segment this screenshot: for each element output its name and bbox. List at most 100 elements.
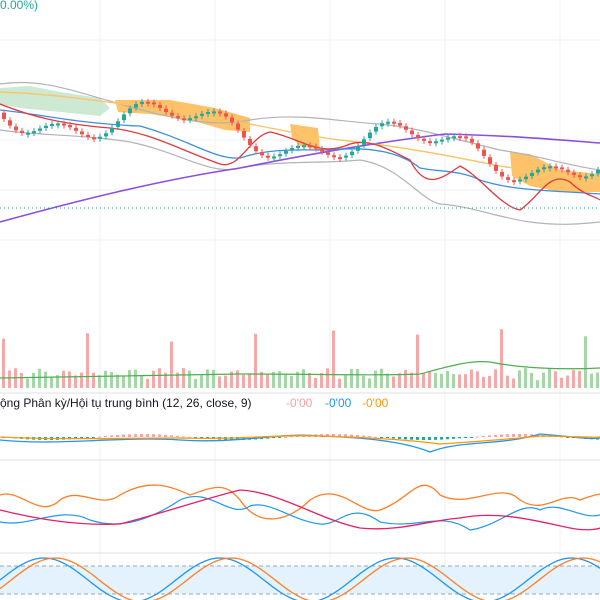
volume-bar bbox=[332, 330, 335, 388]
volume-bar bbox=[164, 372, 167, 388]
volume-bar bbox=[218, 376, 221, 388]
volume-bar bbox=[494, 369, 497, 388]
macd-bar bbox=[470, 437, 473, 438]
volume-bar bbox=[512, 378, 515, 388]
macd-bar bbox=[266, 437, 269, 439]
candle-body bbox=[224, 113, 228, 117]
candle-body bbox=[26, 132, 30, 135]
candle-body bbox=[230, 117, 234, 123]
candle-body bbox=[578, 175, 582, 178]
signal-line bbox=[0, 434, 600, 445]
candle-body bbox=[554, 166, 558, 169]
macd-bar bbox=[518, 434, 521, 437]
macd-bar bbox=[158, 434, 161, 437]
macd-bar bbox=[452, 437, 455, 439]
macd-bar bbox=[170, 435, 173, 437]
volume-bar bbox=[464, 374, 467, 388]
volume-bar bbox=[224, 375, 227, 388]
macd-bar bbox=[98, 436, 101, 438]
candle-body bbox=[272, 156, 276, 159]
volume-bar bbox=[86, 333, 89, 388]
candle-body bbox=[458, 136, 462, 139]
volume-bar bbox=[476, 371, 479, 388]
macd-bar bbox=[524, 434, 527, 437]
macd-value: -0'00 bbox=[325, 396, 352, 410]
candle-body bbox=[110, 127, 114, 133]
candle-body bbox=[350, 151, 354, 156]
volume-bar bbox=[428, 371, 431, 388]
volume-bar bbox=[416, 334, 419, 388]
volume-bar bbox=[248, 373, 251, 388]
macd-bar bbox=[416, 437, 419, 440]
cloud-orange bbox=[510, 152, 600, 192]
macd-bar bbox=[80, 437, 83, 439]
volume-bar bbox=[398, 373, 401, 388]
candle-body bbox=[20, 130, 24, 133]
macd-bar bbox=[374, 436, 377, 438]
bollinger-upper bbox=[0, 81, 600, 171]
volume-bar bbox=[470, 369, 473, 388]
candle-body bbox=[506, 177, 510, 180]
bollinger-lower bbox=[0, 129, 600, 225]
volume-bar bbox=[128, 370, 131, 388]
candle-body bbox=[14, 126, 18, 131]
candle-body bbox=[428, 141, 432, 144]
candle-body bbox=[134, 104, 138, 108]
macd-bar bbox=[410, 437, 413, 440]
volume-bar bbox=[314, 377, 317, 388]
volume-bar bbox=[230, 371, 233, 388]
candle-body bbox=[98, 136, 102, 139]
candle-body bbox=[260, 152, 264, 156]
volume-bar bbox=[152, 370, 155, 388]
volume-bar bbox=[272, 371, 275, 388]
candle-body bbox=[410, 130, 414, 135]
volume-bar bbox=[200, 375, 203, 388]
volume-bar bbox=[590, 373, 593, 388]
volume-bar bbox=[56, 375, 59, 388]
macd-bar bbox=[380, 437, 383, 438]
stoch-band bbox=[0, 566, 600, 594]
volume-bar bbox=[38, 368, 41, 388]
candle-body bbox=[560, 167, 564, 170]
macd-bar bbox=[242, 437, 245, 440]
candle-body bbox=[116, 121, 120, 127]
macd-bar bbox=[104, 436, 107, 438]
macd-bar bbox=[176, 435, 179, 437]
volume-bar bbox=[362, 375, 365, 388]
macd-bar bbox=[146, 434, 149, 437]
stoch-k bbox=[0, 557, 600, 600]
volume-bar bbox=[92, 372, 95, 388]
candle-body bbox=[164, 108, 168, 113]
candle-body bbox=[572, 172, 576, 175]
volume-bar bbox=[368, 378, 371, 388]
candle-body bbox=[284, 151, 288, 154]
volume-bar bbox=[236, 370, 239, 388]
candle-body bbox=[200, 113, 204, 116]
volume-bar bbox=[140, 375, 143, 388]
volume-bar bbox=[374, 370, 377, 388]
volume-bar bbox=[536, 380, 539, 388]
candle-body bbox=[482, 149, 486, 156]
macd-bar bbox=[494, 434, 497, 437]
volume-bar bbox=[206, 369, 209, 388]
oscillator-blue bbox=[0, 495, 600, 531]
candle-body bbox=[152, 102, 156, 105]
volume-bar bbox=[542, 372, 545, 388]
volume-bar bbox=[20, 372, 23, 388]
macd-bar bbox=[122, 434, 125, 437]
macd-bar bbox=[566, 437, 569, 438]
candle-body bbox=[566, 169, 570, 173]
volume-bar bbox=[344, 375, 347, 388]
candle-body bbox=[524, 176, 528, 180]
volume-bar bbox=[104, 370, 107, 388]
macd-bar bbox=[434, 437, 437, 440]
macd-bar bbox=[446, 437, 449, 440]
macd-bar bbox=[506, 434, 509, 437]
volume-bar bbox=[446, 371, 449, 388]
candle-body bbox=[344, 155, 348, 158]
volume-bar bbox=[326, 368, 329, 388]
volume-bar bbox=[50, 376, 53, 388]
volume-bar bbox=[530, 372, 533, 388]
